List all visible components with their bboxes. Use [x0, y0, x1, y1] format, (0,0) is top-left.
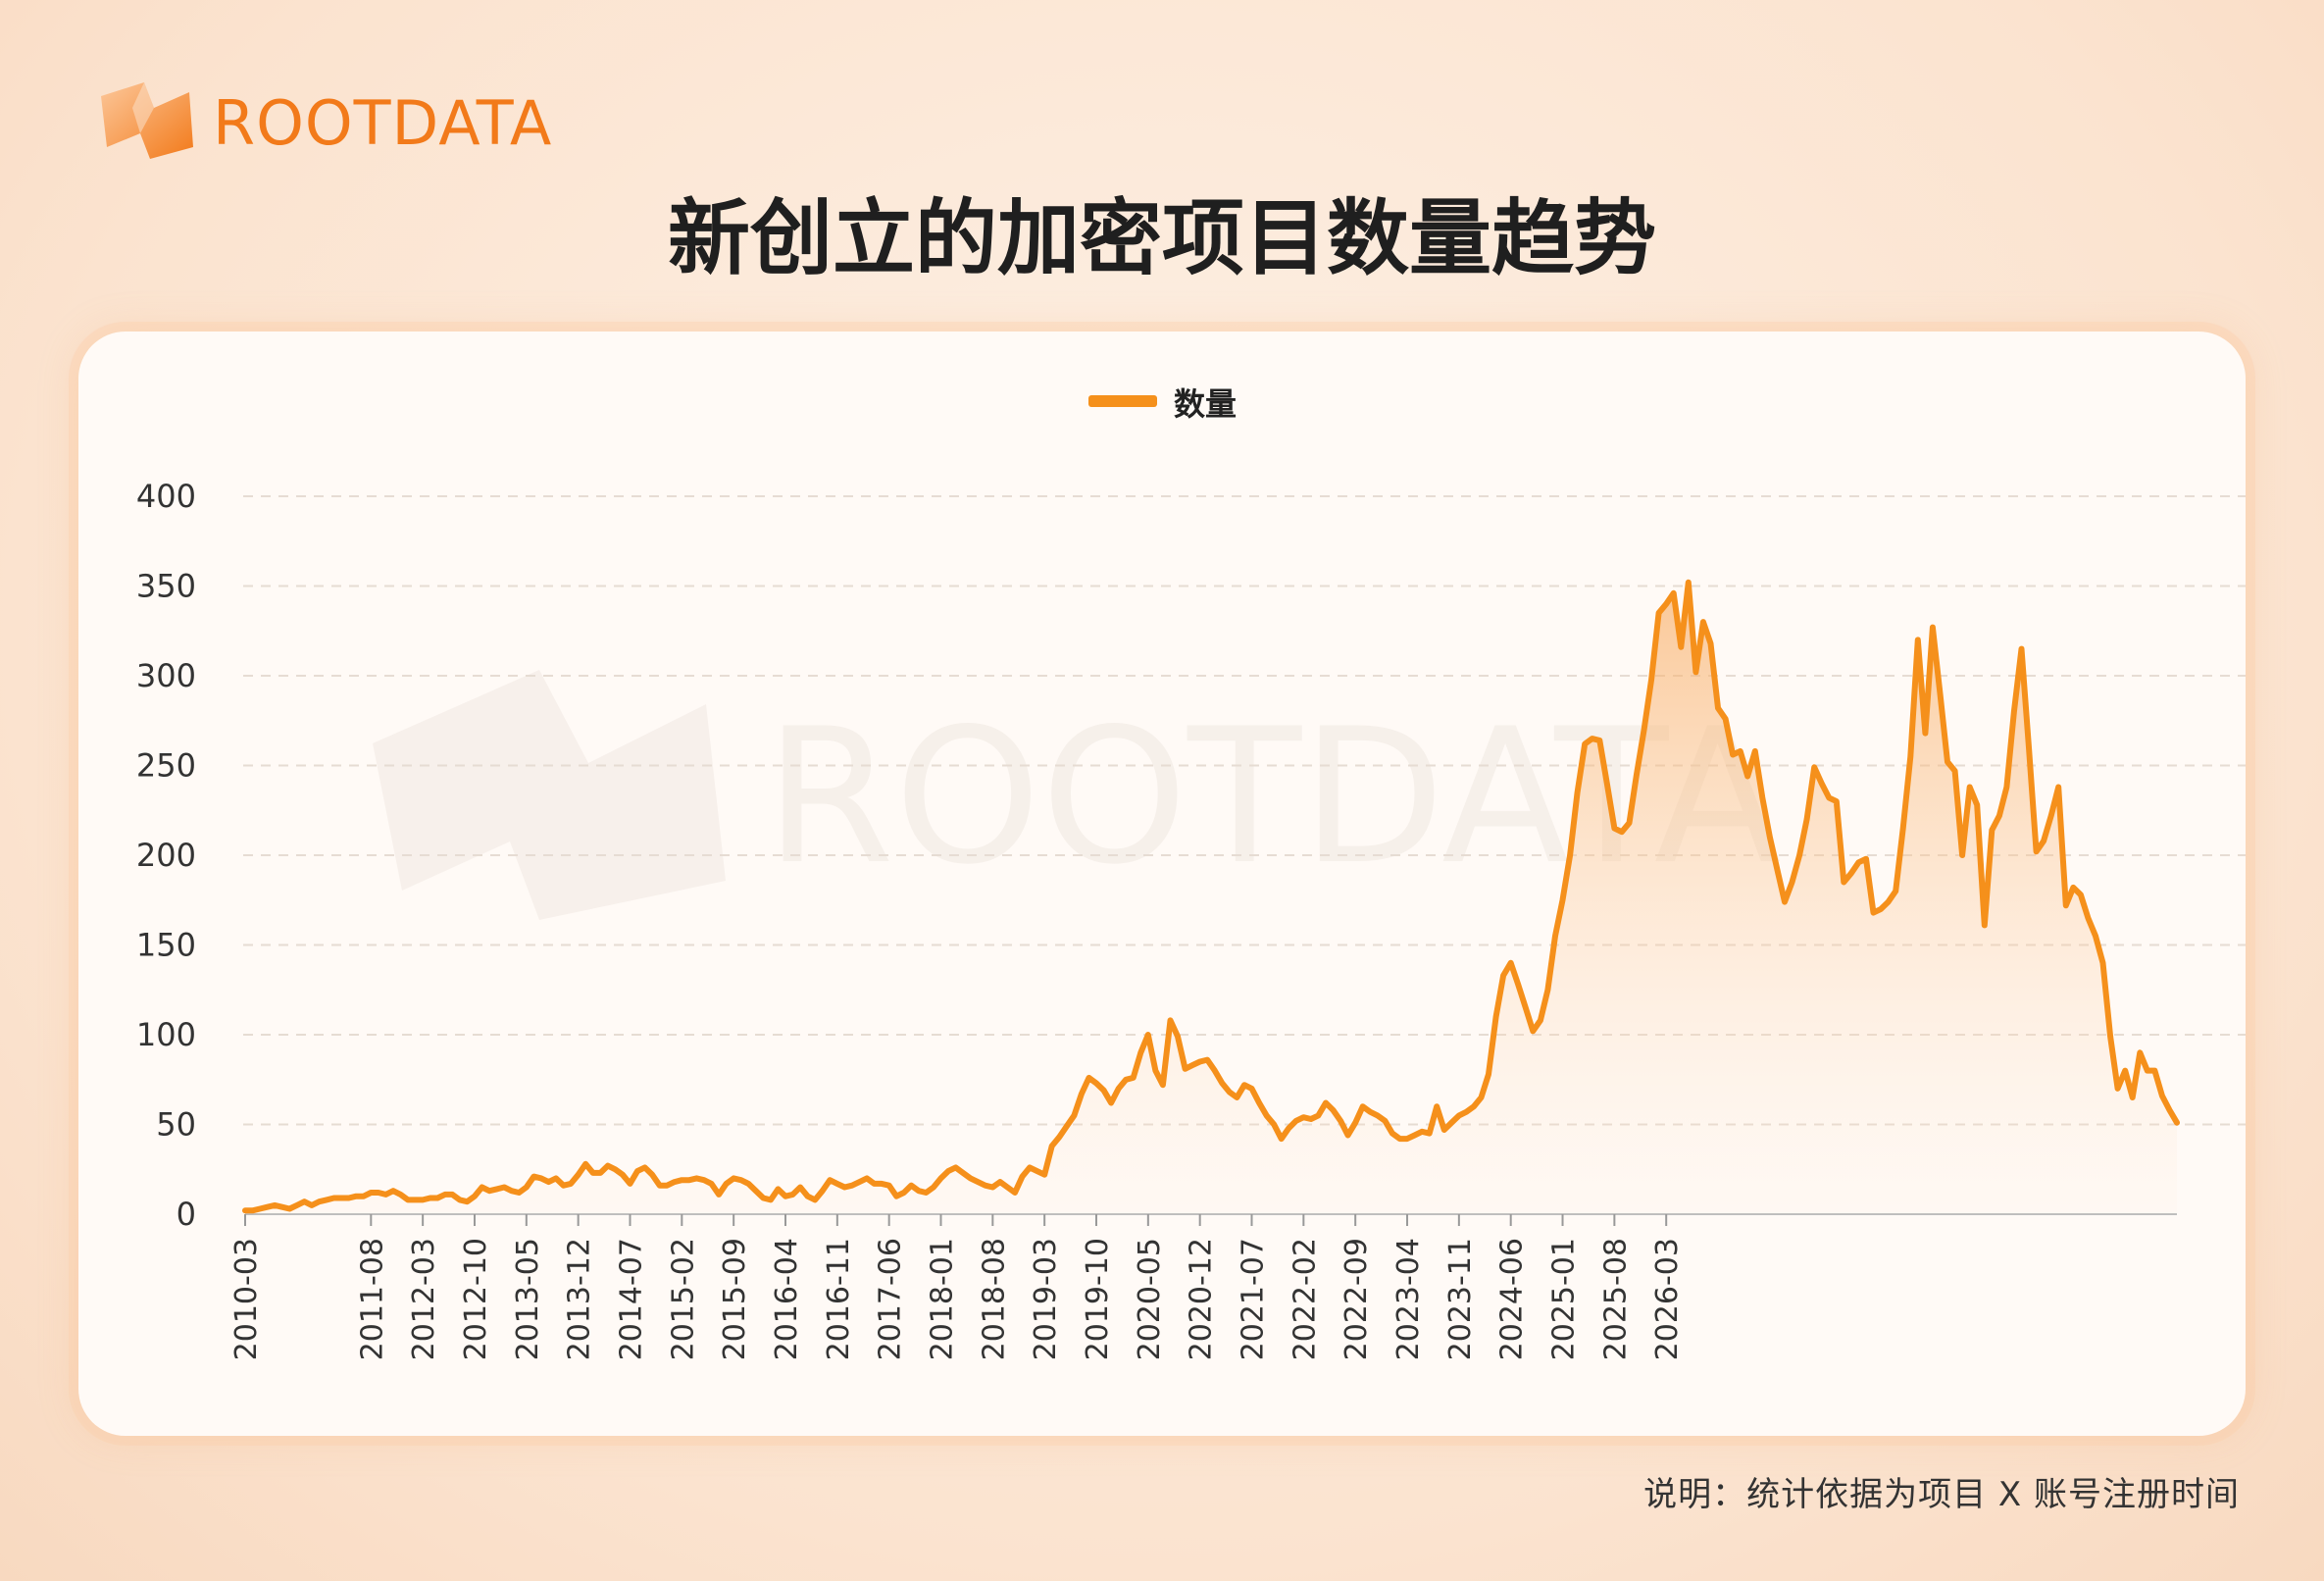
x-tick-label: 2020-05 — [1133, 1238, 1167, 1360]
x-tick-label: 2024-06 — [1495, 1238, 1530, 1360]
y-tick-label: 150 — [136, 927, 196, 964]
x-tick-label: 2010-03 — [229, 1238, 264, 1360]
y-tick-label: 350 — [136, 568, 196, 605]
x-tick-label: 2023-11 — [1443, 1238, 1478, 1360]
page-title: 新创立的加密项目数量趋势 — [667, 190, 1656, 286]
y-tick-label: 50 — [156, 1106, 196, 1144]
x-tick-label: 2016-11 — [822, 1238, 856, 1360]
x-tick-label: 2018-08 — [977, 1238, 1011, 1360]
y-tick-label: 100 — [136, 1016, 196, 1053]
x-tick-label: 2012-10 — [459, 1238, 493, 1360]
footnote: 说明：统计依据为项目 X 账号注册时间 — [1643, 1475, 2240, 1514]
x-tick-label: 2019-03 — [1029, 1238, 1063, 1360]
x-tick-label: 2015-02 — [666, 1238, 700, 1360]
x-tick-label: 2011-08 — [355, 1238, 389, 1360]
y-tick-label: 200 — [136, 837, 196, 874]
x-tick-label: 2016-04 — [770, 1238, 804, 1360]
brand-logo: ROOTDATA — [93, 78, 552, 167]
x-tick-label: 2026-03 — [1650, 1238, 1685, 1360]
y-tick-label: 0 — [177, 1196, 196, 1233]
x-tick-label: 2015-09 — [718, 1238, 752, 1360]
watermark-logo-icon — [373, 670, 726, 920]
brand-name: ROOTDATA — [213, 86, 553, 159]
x-tick-label: 2021-07 — [1237, 1238, 1271, 1360]
x-tick-label: 2025-08 — [1598, 1238, 1633, 1360]
legend: 数量 — [1088, 385, 1237, 423]
x-tick-label: 2022-09 — [1339, 1238, 1374, 1360]
x-tick-label: 2013-12 — [563, 1238, 597, 1360]
x-tick-label: 2018-01 — [926, 1238, 960, 1360]
series-area — [245, 582, 2177, 1214]
y-tick-label: 400 — [136, 478, 196, 515]
legend-label: 数量 — [1174, 385, 1237, 423]
x-tick-label: 2012-03 — [407, 1238, 441, 1360]
y-tick-label: 250 — [136, 747, 196, 785]
x-tick-label: 2025-01 — [1547, 1238, 1582, 1360]
x-tick-label: 2014-07 — [614, 1238, 648, 1360]
x-tick-label: 2023-04 — [1391, 1238, 1426, 1360]
rootdata-logo-icon — [101, 82, 193, 159]
x-tick-label: 2020-12 — [1185, 1238, 1219, 1360]
x-tick-label: 2022-02 — [1288, 1238, 1322, 1360]
x-tick-label: 2017-06 — [874, 1238, 908, 1360]
chart-card: ROOTDATA 0 50 100 150 200 250 300 350 400 2010-03 2… — [78, 332, 2246, 1436]
x-tick-label: 2013-05 — [511, 1238, 545, 1360]
x-tick-label: 2019-10 — [1081, 1238, 1115, 1360]
legend-swatch — [1088, 395, 1157, 407]
series-line — [242, 579, 2180, 1214]
y-tick-label: 300 — [136, 657, 196, 694]
